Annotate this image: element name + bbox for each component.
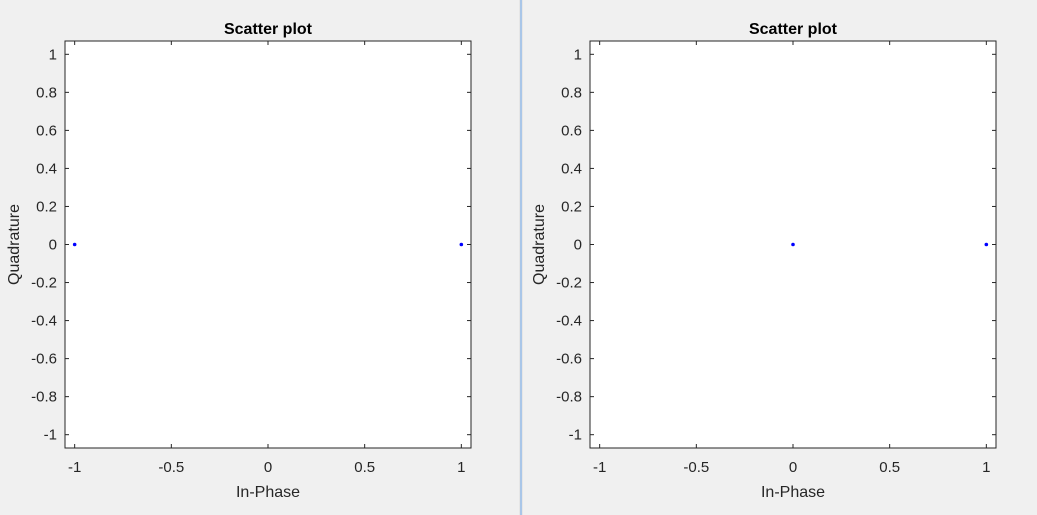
y-tick-label: 0.8 (561, 84, 582, 101)
x-tick-label: 0.5 (879, 459, 900, 476)
x-tick-label: -1 (68, 459, 81, 476)
x-axis-label: In-Phase (236, 484, 300, 501)
y-tick-label: -0.4 (556, 313, 582, 330)
scatter-point[interactable] (984, 242, 989, 247)
y-tick-label: 1 (49, 46, 57, 63)
y-tick-label: 0 (574, 237, 582, 254)
y-tick-label: 0.2 (561, 198, 582, 215)
x-tick-label: -0.5 (683, 459, 709, 476)
scatter-point[interactable] (72, 242, 77, 247)
y-tick-label: 0.4 (36, 160, 57, 177)
left-figure-panel: -1 -0.5 0 0.5 1 1 0.8 0.6 0.4 0.2 0 -0.2 -0.4 -0.6 -0.… (0, 0, 519, 515)
y-tick-label: -0.8 (556, 389, 582, 406)
scatter-point[interactable] (459, 242, 464, 247)
x-axis-label: In-Phase (761, 484, 825, 501)
panel-divider[interactable] (519, 0, 523, 515)
y-tick-label: 0 (49, 237, 57, 254)
x-tick-label: 1 (982, 459, 990, 476)
y-tick-label: -1 (44, 427, 57, 444)
y-tick-label: 0.4 (561, 160, 582, 177)
chart-title: Scatter plot (749, 21, 838, 38)
y-tick-label: 0.6 (561, 122, 582, 139)
y-tick-label: -0.6 (31, 351, 57, 368)
plot-area (64, 40, 472, 449)
y-tick-label: -0.6 (556, 351, 582, 368)
y-tick-label: -1 (569, 427, 582, 444)
y-axis-label: Quadrature (531, 204, 548, 285)
x-tick-label: 0 (264, 459, 272, 476)
scatter-point[interactable] (791, 242, 795, 247)
y-tick-label: 0.8 (36, 84, 57, 101)
y-tick-label: -0.4 (31, 313, 57, 330)
y-tick-label: 1 (574, 46, 582, 63)
x-tick-label: -1 (593, 459, 606, 476)
y-axis-label: Quadrature (6, 204, 23, 285)
x-tick-label: 0.5 (354, 459, 375, 476)
x-tick-label: 1 (457, 459, 465, 476)
scatter-chart-right[interactable]: -1 -0.5 0 0.5 1 1 0.8 0.6 0.4 0.2 0 -0.2 -0.4 -0.6 -0.… (523, 0, 1037, 515)
y-tick-label: 0.2 (36, 198, 57, 215)
y-tick-label: -0.2 (31, 275, 57, 292)
right-figure-panel: -1 -0.5 0 0.5 1 1 0.8 0.6 0.4 0.2 0 -0.2 -0.4 -0.6 -0.… (523, 0, 1037, 515)
x-tick-label: 0 (789, 459, 797, 476)
y-tick-label: 0.6 (36, 122, 57, 139)
chart-title: Scatter plot (224, 21, 313, 38)
y-tick-label: -0.8 (31, 389, 57, 406)
x-tick-label: -0.5 (158, 459, 184, 476)
scatter-chart-left[interactable]: -1 -0.5 0 0.5 1 1 0.8 0.6 0.4 0.2 0 -0.2 -0.4 -0.6 -0.… (0, 0, 519, 515)
y-tick-label: -0.2 (556, 275, 582, 292)
